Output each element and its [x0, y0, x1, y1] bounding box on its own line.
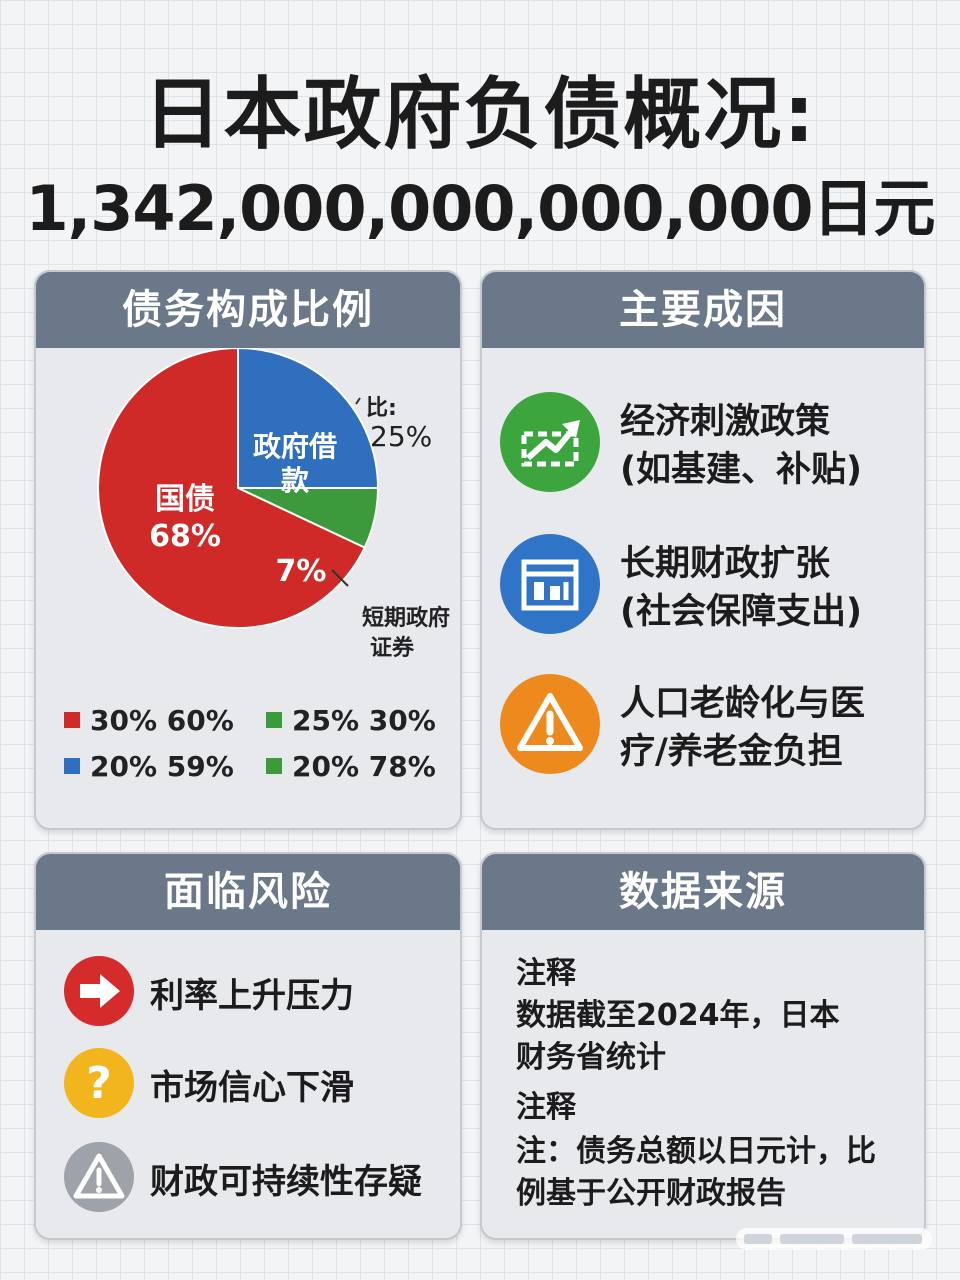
risk-text: 利率上升压力	[150, 976, 354, 1016]
risk-item: 利率上升压力	[64, 956, 454, 1028]
note-text: 注：债务总额以日元计，比	[516, 1134, 876, 1169]
legend-swatch-red	[64, 712, 80, 728]
annotation-top-value: 25%	[370, 420, 433, 453]
risks-card: 面临风险 利率上升压力 ? 市场信心下滑 财政可持续性存疑	[34, 852, 462, 1240]
legend-item: 25% 30%	[266, 704, 436, 737]
annotation-leader-line	[331, 569, 349, 587]
page-title: 日本政府负债概况:	[143, 70, 817, 160]
slice-label-short-term: 7%	[275, 554, 327, 589]
debt-pie-chart	[97, 348, 380, 629]
composition-header: 债务构成比例	[36, 272, 460, 348]
chart-up-icon	[500, 392, 600, 492]
cause-text: 经济刺激政策 (如基建、补贴)	[620, 402, 862, 490]
risk-text: 财政可持续性存疑	[150, 1162, 422, 1202]
cause-text: 长期财政扩张 (社会保障支出)	[620, 544, 862, 632]
causes-header: 主要成因	[482, 272, 924, 348]
annotation-bottom-line2: 证券	[370, 636, 415, 661]
source-card: 数据来源 注释 数据截至2024年，日本 财务省统计 注释 注：债务总额以日元计…	[480, 852, 926, 1240]
source-header: 数据来源	[482, 854, 924, 930]
risk-item: 财政可持续性存疑	[64, 1142, 454, 1214]
slice-label-bonds: 国债 68%	[149, 482, 221, 554]
annotation-top-label: 比:	[366, 396, 397, 421]
risk-text: 市场信心下滑	[150, 1068, 354, 1108]
cause-item: 长期财政扩张 (社会保障支出)	[500, 534, 920, 644]
warning-icon	[500, 674, 600, 774]
legend-swatch-green	[266, 712, 282, 728]
pie-slice-bonds	[97, 348, 367, 629]
legend-swatch-blue	[64, 758, 80, 774]
annotation-bottom-line1: 短期政府	[362, 606, 451, 631]
causes-card: 主要成因 经济刺激政策 (如基建、补贴) 长期财政扩张 (社	[480, 270, 926, 830]
composition-card: 债务构成比例 国债 68% 政府借款 7% 比: 25% 短期政府 证券 30%…	[34, 270, 462, 830]
annotation-leader-line	[355, 397, 361, 405]
calendar-icon	[500, 534, 600, 634]
cause-item: 经济刺激政策 (如基建、补贴)	[500, 392, 920, 502]
risk-item: ? 市场信心下滑	[64, 1048, 454, 1120]
total-debt-amount: 1,342,000,000,000,000日元	[25, 172, 936, 245]
slice-label-loans: 政府借款	[252, 430, 337, 498]
legend-item: 20% 78%	[266, 750, 436, 783]
question-icon: ?	[64, 1048, 134, 1118]
arrow-right-icon	[64, 956, 134, 1026]
note-text: 例基于公开财政报告	[516, 1176, 786, 1211]
watermark-logo	[736, 1228, 932, 1250]
note-label: 注释	[516, 1090, 576, 1125]
pie-slice-loans	[237, 348, 380, 489]
cause-text: 人口老龄化与医 疗/养老金负担	[620, 684, 866, 772]
svg-text:?: ?	[86, 1058, 112, 1109]
risks-header: 面临风险	[36, 854, 460, 930]
cause-item: 人口老龄化与医 疗/养老金负担	[500, 674, 920, 784]
legend-item: 30% 60%	[64, 704, 234, 737]
legend-item: 20% 59%	[64, 750, 234, 783]
legend-swatch-green	[266, 758, 282, 774]
warning-icon	[64, 1142, 134, 1212]
note-text: 财务省统计	[516, 1040, 666, 1075]
note-label: 注释	[516, 956, 576, 991]
note-text: 数据截至2024年，日本	[516, 998, 840, 1033]
